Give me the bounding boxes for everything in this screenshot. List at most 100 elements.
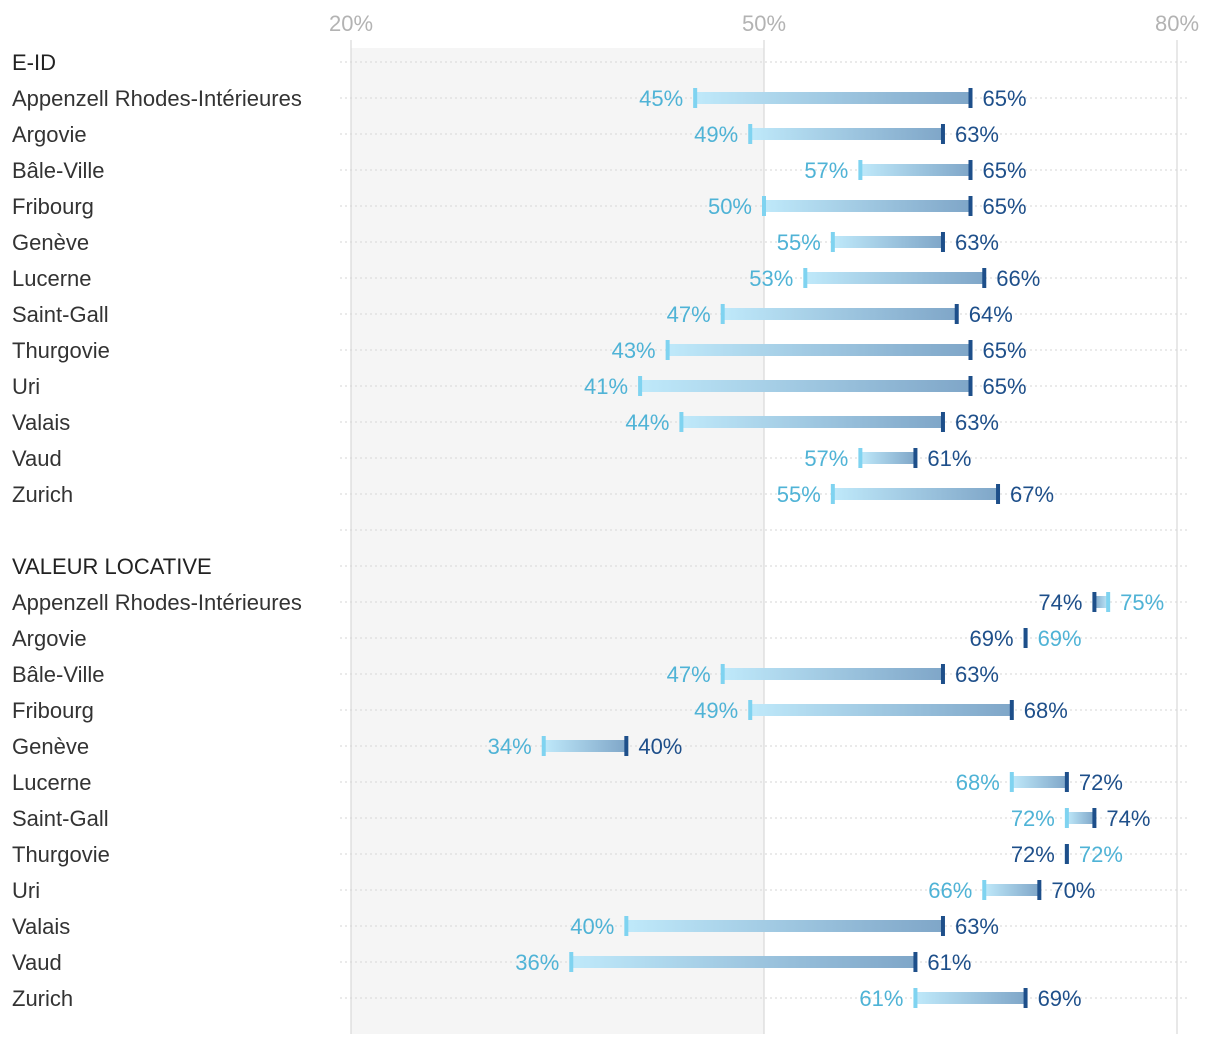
light-value-label: 44%	[625, 410, 669, 435]
light-value-label: 45%	[639, 86, 683, 111]
dark-value-label: 72%	[1011, 842, 1055, 867]
range-bar	[695, 92, 971, 104]
dark-value-label: 65%	[983, 338, 1027, 363]
light-value-label: 69%	[1038, 626, 1082, 651]
table-row: Appenzell Rhodes-Intérieures 45% 65%	[12, 86, 1027, 111]
light-marker	[624, 916, 629, 936]
light-value-label: 68%	[956, 770, 1000, 795]
x-tick-label: 50%	[742, 11, 786, 36]
dark-value-label: 68%	[1024, 698, 1068, 723]
row-label: Genève	[12, 734, 89, 759]
light-value-label: 34%	[488, 734, 532, 759]
row-label: Vaud	[12, 950, 62, 975]
light-value-label: 47%	[667, 302, 711, 327]
dark-marker	[940, 412, 945, 432]
light-value-label: 49%	[694, 122, 738, 147]
dark-marker	[1092, 808, 1097, 828]
range-bar	[1066, 812, 1095, 824]
light-marker	[720, 664, 725, 684]
table-row: Argovie 49% 63%	[12, 122, 999, 147]
table-row: Vaud 57% 61%	[12, 446, 971, 471]
light-marker	[858, 448, 863, 468]
light-marker	[1009, 772, 1014, 792]
dark-marker	[968, 340, 973, 360]
light-value-label: 50%	[708, 194, 752, 219]
dark-value-label: 65%	[983, 194, 1027, 219]
dark-marker	[940, 124, 945, 144]
dark-marker	[1037, 880, 1042, 900]
dark-marker	[968, 88, 973, 108]
range-bar	[681, 416, 943, 428]
light-value-label: 55%	[777, 230, 821, 255]
range-bar	[915, 992, 1026, 1004]
dark-value-label: 40%	[638, 734, 682, 759]
section-title: VALEUR LOCATIVE	[12, 554, 212, 579]
row-label: Uri	[12, 374, 40, 399]
row-label: Lucerne	[12, 266, 92, 291]
shaded-region	[351, 48, 764, 1034]
dark-marker	[940, 664, 945, 684]
light-value-label: 40%	[570, 914, 614, 939]
table-row: Saint-Gall 47% 64%	[12, 302, 1013, 327]
light-value-label: 43%	[612, 338, 656, 363]
row-label: Fribourg	[12, 698, 94, 723]
light-marker	[748, 124, 753, 144]
light-marker	[569, 952, 574, 972]
dark-marker	[968, 196, 973, 216]
range-bar	[984, 884, 1040, 896]
light-marker	[830, 484, 835, 504]
range-bar	[722, 308, 957, 320]
range-bar	[1011, 776, 1067, 788]
row-label: Fribourg	[12, 194, 94, 219]
light-marker	[679, 412, 684, 432]
row-label: Uri	[12, 878, 40, 903]
dark-marker	[913, 448, 918, 468]
table-row: Fribourg 50% 65%	[12, 194, 1027, 219]
table-row: Zurich 55% 67%	[12, 482, 1054, 507]
light-marker	[1106, 592, 1111, 612]
range-bar	[1094, 596, 1109, 608]
light-marker	[762, 196, 766, 216]
table-row: Lucerne 68% 72%	[12, 770, 1123, 795]
x-tick-label: 20%	[329, 11, 373, 36]
table-row: Fribourg 49% 68%	[12, 698, 1068, 723]
dark-value-label: 63%	[955, 662, 999, 687]
row-label: Appenzell Rhodes-Intérieures	[12, 86, 302, 111]
table-row: Vaud 36% 61%	[12, 950, 971, 975]
chart-background	[351, 48, 764, 1034]
table-row: Argovie 69% 69%	[12, 626, 1082, 651]
row-label: Thurgovie	[12, 338, 110, 363]
dark-marker	[1023, 988, 1028, 1008]
row-label: Argovie	[12, 122, 87, 147]
range-bar	[860, 164, 971, 176]
row-label: Thurgovie	[12, 842, 110, 867]
light-value-label: 72%	[1079, 842, 1123, 867]
table-row: Thurgovie 43% 65%	[12, 338, 1027, 363]
light-marker	[830, 232, 835, 252]
light-value-label: 75%	[1120, 590, 1164, 615]
range-bar	[626, 920, 943, 932]
table-row: Bâle-Ville 47% 63%	[12, 662, 999, 687]
dark-value-label: 63%	[955, 914, 999, 939]
dark-value-label: 74%	[1038, 590, 1082, 615]
light-value-label: 53%	[749, 266, 793, 291]
dark-value-label: 63%	[955, 230, 999, 255]
dark-marker	[913, 952, 918, 972]
dark-value-label: 65%	[983, 374, 1027, 399]
dark-marker	[940, 232, 945, 252]
light-marker	[748, 700, 753, 720]
range-bar	[571, 956, 916, 968]
light-marker	[858, 160, 863, 180]
light-value-label: 36%	[515, 950, 559, 975]
chart-rows: E-ID Appenzell Rhodes-Intérieures 45% 65% Ar…	[12, 50, 1164, 1011]
light-value-label: 57%	[804, 158, 848, 183]
dark-marker	[954, 304, 959, 324]
range-bar	[722, 668, 943, 680]
row-label: Bâle-Ville	[12, 662, 105, 687]
table-row: Genève 55% 63%	[12, 230, 999, 255]
range-bar	[764, 200, 971, 212]
dark-marker	[968, 376, 973, 396]
dark-marker	[1064, 772, 1069, 792]
light-value-label: 57%	[804, 446, 848, 471]
row-label: Saint-Gall	[12, 806, 109, 831]
